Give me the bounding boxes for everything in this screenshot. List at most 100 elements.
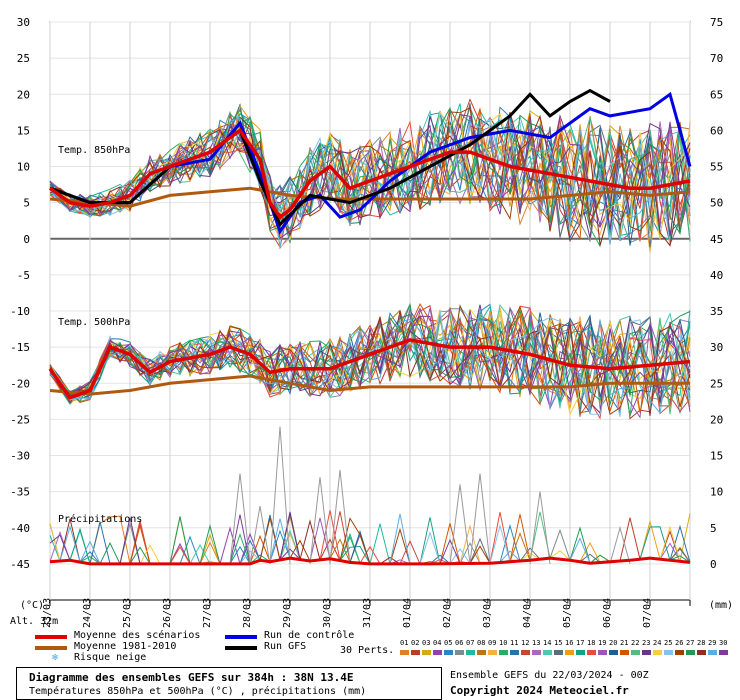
pert-color-box [675,650,684,655]
y-tick-left: -30 [10,450,30,463]
pert-number: 26 [675,639,684,647]
pert-color-box [642,650,651,655]
copyright: Copyright 2024 Meteociel.fr [450,684,629,697]
precip-spike [609,525,631,565]
x-tick-label: 30/03 [322,598,333,628]
y-tick-right: 20 [710,413,723,426]
altitude-label: Alt. 32m [10,616,59,627]
pert-number: 13 [532,639,541,647]
member-line-27 [49,304,691,405]
precip-spike [329,469,351,564]
precip-spike [229,473,251,564]
x-tick-label: 28/03 [242,598,253,628]
pert-color-box [708,650,717,655]
x-tick-label: 04/04 [522,598,533,628]
x-tick-label: 23/03 [42,598,53,628]
precip-spike [309,477,331,564]
main-series [48,88,692,566]
y-tick-right: 50 [710,197,723,210]
pert-number: 01 [400,639,409,647]
y-tick-left: -5 [17,269,30,282]
pert-number: 14 [543,639,552,647]
precip-spike [269,426,291,564]
precip-spike [449,484,471,564]
x-tick-label: 03/04 [482,598,493,628]
y-tick-right: 60 [710,124,723,137]
x-tick-label: 25/03 [122,598,133,628]
member-line-25 [49,305,691,417]
pert-number: 10 [499,639,508,647]
y-tick-left: -10 [10,305,30,318]
x-tick-label: 02/04 [442,598,453,628]
x-tick-label: 06/04 [602,598,613,628]
control-run-850 [49,91,692,235]
mean-precip [49,556,691,566]
pert-number: 07 [466,639,475,647]
pert-color-box [444,650,453,655]
x-tick-label: 27/03 [202,598,213,628]
y-tick-right: 10 [710,486,723,499]
y-tick-left: -40 [10,522,30,535]
y-tick-left: 0 [23,233,30,246]
y-tick-left: -15 [10,341,30,354]
pert-number: 04 [433,639,442,647]
pert-number: 18 [587,639,596,647]
perts-label: 30 Perts. [340,645,395,656]
pert-color-box [609,650,618,655]
climatology-500 [49,374,690,396]
y-tick-left: 20 [17,88,30,101]
pert-number: 23 [642,639,651,647]
x-tick-label: 31/03 [362,598,373,628]
y-tick-left: -25 [10,413,30,426]
y-tick-right: 5 [710,522,717,535]
pert-color-box [631,650,640,655]
y-tick-right: 15 [710,450,723,463]
x-tick-label: 29/03 [282,598,293,628]
mean-850 [48,127,691,220]
pert-color-box [499,650,508,655]
pert-number: 25 [664,639,673,647]
pert-number: 29 [708,639,717,647]
y-tick-left: 5 [23,197,30,210]
y-tick-right: 70 [710,52,723,65]
y-tick-right: 40 [710,269,723,282]
member-line-12 [49,98,691,249]
y-tick-left: 25 [17,52,30,65]
footer-box: Diagramme des ensembles GEFS sur 384h : … [16,667,442,700]
pert-color-box [455,650,464,655]
member-line-29 [49,118,691,248]
member-line-30 [49,310,691,397]
label-precip: Précipitations [58,513,142,525]
pert-color-box [477,650,486,655]
y-tick-right: 35 [710,305,723,318]
y-tick-left: -35 [10,486,30,499]
pert-color-box [400,650,409,655]
pert-color-box [686,650,695,655]
pert-number: 12 [521,639,530,647]
y-tick-left: 15 [17,124,30,137]
pert-number: 08 [477,639,486,647]
member-line-18 [49,305,691,420]
pert-color-box [653,650,662,655]
y-tick-left: 30 [17,16,30,29]
chart-subtitle: Températures 850hPa et 500hPa (°C) , pré… [29,686,367,697]
precip-spike [529,491,551,564]
pert-color-box [620,650,629,655]
label-t850: Temp. 850hPa [58,145,130,156]
pert-color-box [554,650,563,655]
pert-color-box [411,650,420,655]
y-tick-right: 30 [710,341,723,354]
mean-500 [48,338,691,400]
pert-number: 28 [697,639,706,647]
pert-number: 17 [576,639,585,647]
pert-number: 20 [609,639,618,647]
x-tick-label: 07/04 [642,598,653,628]
pert-color-box [664,650,673,655]
y-tick-left: -20 [10,377,30,390]
y-tick-right: 55 [710,161,723,174]
pert-number: 16 [565,639,574,647]
pert-color-box [422,650,431,655]
y-tick-right: 45 [710,233,723,246]
legend-mean: Moyenne des scénarios [74,630,201,641]
legend-gfs: Run GFS [264,641,307,652]
